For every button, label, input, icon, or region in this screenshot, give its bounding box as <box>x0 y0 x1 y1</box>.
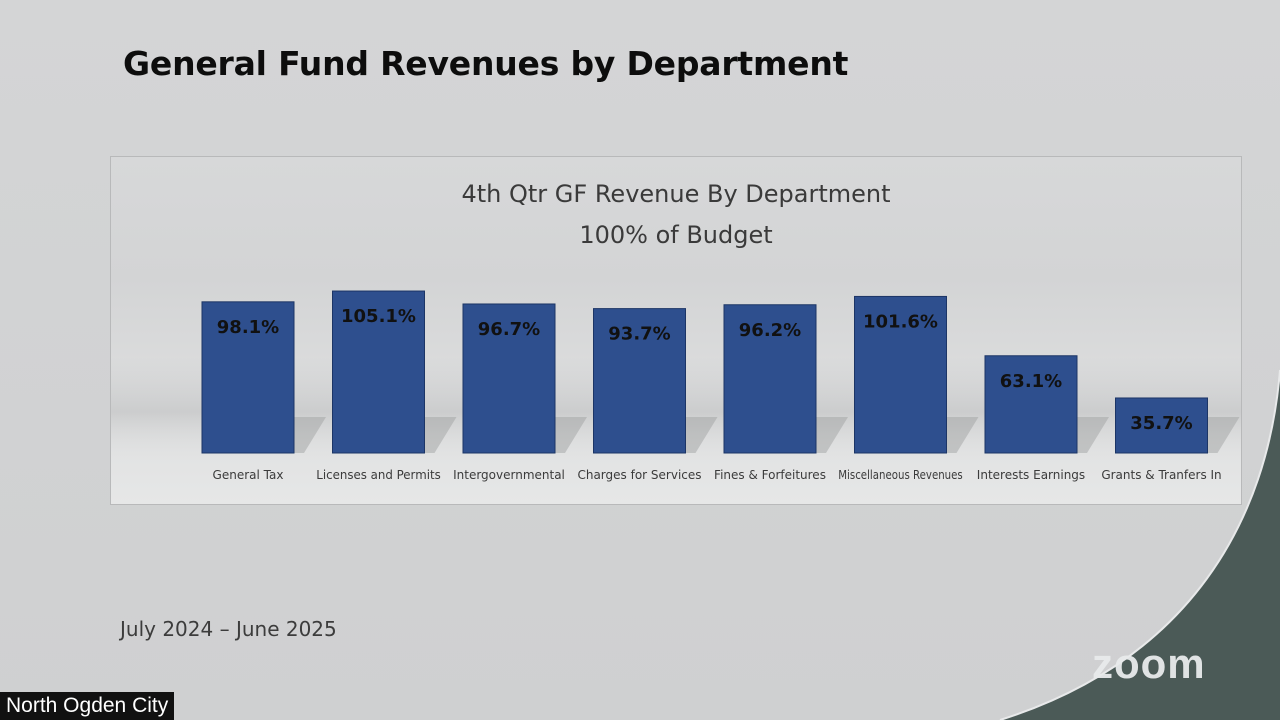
bar-shadow <box>294 417 326 453</box>
bar-value-label: 96.2% <box>739 320 801 341</box>
bar <box>462 303 556 454</box>
bar <box>593 308 686 454</box>
bar-value-label: 63.1% <box>1000 371 1062 392</box>
bar-shadow <box>816 417 848 453</box>
bar-chart: 4th Qtr GF Revenue By Department 100% of… <box>111 180 1241 482</box>
chart-subtitle: 100% of Budget <box>579 221 772 249</box>
bar-value-label: 105.1% <box>341 306 416 327</box>
category-label: Miscellaneous Revenues <box>838 468 963 482</box>
chart-frame: 4th Qtr GF Revenue By Department 100% of… <box>110 156 1242 505</box>
bar <box>201 301 295 454</box>
bar <box>984 355 1078 454</box>
swoosh-shape <box>1000 370 1280 720</box>
category-label: General Tax <box>213 468 284 482</box>
slide-title: General Fund Revenues by Department <box>123 44 849 83</box>
category-label: Interests Earnings <box>977 468 1085 482</box>
swoosh-highlight <box>999 369 1280 720</box>
bar <box>723 304 817 454</box>
bar <box>1115 397 1208 454</box>
bar-shadow <box>1077 417 1109 453</box>
category-label: Charges for Services <box>577 468 701 482</box>
category-label: Intergovernmental <box>453 468 565 482</box>
period-text: July 2024 – June 2025 <box>120 617 337 641</box>
bar-value-label: 98.1% <box>217 317 279 338</box>
bar-shadow <box>1207 417 1240 453</box>
bar-shadow <box>555 417 587 453</box>
category-label: Licenses and Permits <box>316 468 441 482</box>
bar-shadow <box>685 417 718 453</box>
bar <box>332 290 425 454</box>
category-label: Grants & Tranfers In <box>1101 468 1221 482</box>
chart-title: 4th Qtr GF Revenue By Department <box>461 180 890 208</box>
bar-shadow <box>946 417 979 453</box>
bars-layer: 98.1% General Tax 105.1% Licenses and Permi… <box>201 290 1240 482</box>
category-label: Fines & Forfeitures <box>714 468 826 482</box>
bar-shadow <box>424 417 457 453</box>
bar <box>854 295 947 454</box>
zoom-logo: zoom <box>1092 640 1206 687</box>
bar-value-label: 101.6% <box>863 311 938 332</box>
bar-value-label: 35.7% <box>1130 413 1192 434</box>
participant-name-label: North Ogden City <box>0 692 175 720</box>
bar-value-label: 96.7% <box>478 319 540 340</box>
bar-value-label: 93.7% <box>608 324 670 345</box>
